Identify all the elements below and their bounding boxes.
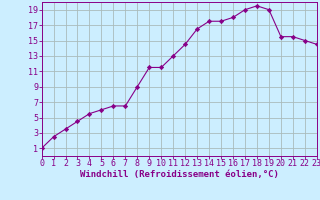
X-axis label: Windchill (Refroidissement éolien,°C): Windchill (Refroidissement éolien,°C) <box>80 170 279 179</box>
